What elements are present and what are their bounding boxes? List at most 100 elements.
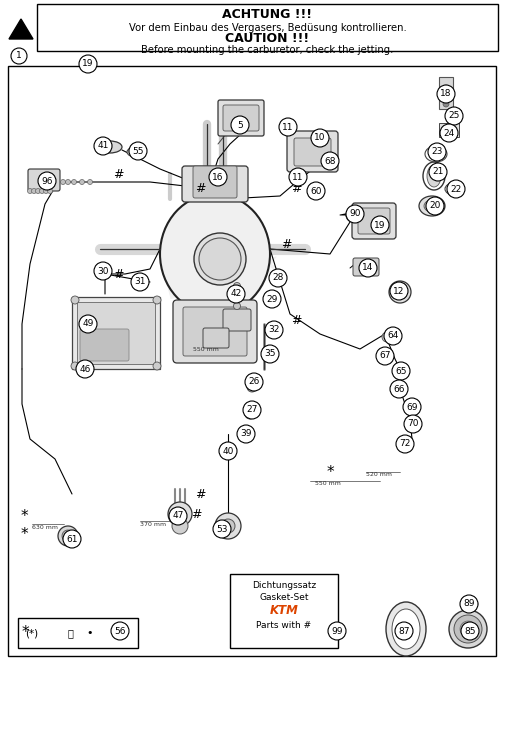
Circle shape: [382, 332, 392, 342]
Circle shape: [263, 290, 281, 308]
Ellipse shape: [160, 194, 270, 314]
Circle shape: [426, 197, 444, 215]
Circle shape: [269, 269, 287, 287]
FancyBboxPatch shape: [80, 329, 129, 361]
Text: 23: 23: [431, 147, 443, 156]
Ellipse shape: [62, 530, 74, 542]
Text: 64: 64: [387, 332, 398, 341]
Circle shape: [71, 362, 79, 370]
FancyBboxPatch shape: [18, 618, 138, 648]
Circle shape: [447, 180, 465, 198]
Circle shape: [321, 152, 339, 170]
FancyBboxPatch shape: [439, 77, 453, 109]
Text: 85: 85: [464, 626, 476, 635]
Text: (*): (*): [25, 628, 38, 638]
Text: 87: 87: [398, 626, 410, 635]
FancyBboxPatch shape: [353, 258, 379, 276]
Circle shape: [404, 415, 422, 433]
Text: 96: 96: [41, 176, 53, 185]
Circle shape: [346, 208, 360, 222]
Text: #: #: [291, 182, 301, 196]
FancyBboxPatch shape: [218, 100, 264, 136]
Text: #: #: [291, 313, 301, 327]
Circle shape: [233, 303, 240, 310]
Circle shape: [429, 163, 447, 181]
Circle shape: [396, 435, 414, 453]
Circle shape: [393, 367, 403, 377]
Text: 26: 26: [248, 377, 260, 386]
Ellipse shape: [194, 233, 246, 285]
Text: 72: 72: [399, 440, 411, 449]
Circle shape: [378, 351, 388, 361]
Circle shape: [111, 622, 129, 640]
FancyBboxPatch shape: [230, 574, 338, 648]
Text: 89: 89: [463, 600, 475, 609]
Circle shape: [153, 362, 161, 370]
Text: ACHTUNG !!!: ACHTUNG !!!: [223, 8, 313, 22]
Circle shape: [213, 520, 231, 538]
Circle shape: [443, 85, 449, 91]
FancyBboxPatch shape: [439, 123, 459, 137]
Text: 370 mm: 370 mm: [140, 522, 166, 527]
Text: 70: 70: [407, 420, 419, 429]
Text: 520 mm: 520 mm: [366, 472, 392, 477]
Ellipse shape: [215, 513, 241, 539]
Text: Before mounting the carburetor, check the jetting.: Before mounting the carburetor, check th…: [141, 45, 394, 55]
Ellipse shape: [386, 602, 426, 656]
Text: 11: 11: [282, 123, 294, 132]
Circle shape: [38, 172, 56, 190]
Text: 69: 69: [406, 403, 418, 411]
Circle shape: [47, 188, 53, 193]
Ellipse shape: [168, 502, 192, 526]
FancyBboxPatch shape: [223, 105, 259, 131]
Text: #: #: [113, 167, 123, 181]
Circle shape: [445, 107, 463, 125]
Circle shape: [245, 409, 255, 419]
FancyBboxPatch shape: [203, 328, 229, 348]
Circle shape: [39, 188, 44, 193]
Text: #: #: [281, 237, 291, 251]
Text: 47: 47: [172, 512, 184, 521]
Text: 49: 49: [82, 319, 94, 329]
Text: Dichtungssatz: Dichtungssatz: [252, 582, 316, 591]
Text: Gasket-Set: Gasket-Set: [259, 594, 309, 603]
Text: *: *: [20, 508, 28, 524]
Text: 60: 60: [310, 187, 322, 196]
Text: 14: 14: [362, 263, 374, 272]
Text: #: #: [195, 182, 205, 196]
Circle shape: [359, 259, 377, 277]
Circle shape: [71, 296, 79, 304]
Text: 12: 12: [393, 286, 405, 295]
Text: 21: 21: [432, 167, 444, 176]
Circle shape: [79, 179, 84, 185]
Ellipse shape: [392, 609, 420, 649]
Circle shape: [245, 373, 263, 391]
FancyBboxPatch shape: [287, 131, 338, 172]
Circle shape: [247, 382, 257, 392]
Text: 18: 18: [440, 89, 452, 98]
Ellipse shape: [172, 518, 188, 534]
Circle shape: [428, 143, 446, 161]
Circle shape: [63, 530, 81, 548]
Circle shape: [219, 442, 237, 460]
Text: 66: 66: [393, 385, 405, 394]
Ellipse shape: [460, 621, 476, 637]
Text: 22: 22: [450, 185, 462, 193]
Circle shape: [66, 179, 71, 185]
Circle shape: [289, 168, 307, 186]
Ellipse shape: [419, 196, 445, 216]
Ellipse shape: [58, 526, 78, 546]
Circle shape: [395, 622, 413, 640]
Circle shape: [460, 595, 478, 613]
Text: 630 mm: 630 mm: [32, 525, 58, 530]
Text: *: *: [326, 464, 334, 479]
Circle shape: [392, 385, 402, 395]
Text: 61: 61: [66, 534, 78, 544]
Text: 28: 28: [272, 274, 284, 283]
Text: 40: 40: [222, 446, 234, 455]
Circle shape: [227, 285, 245, 303]
Circle shape: [403, 398, 421, 416]
Text: 39: 39: [240, 429, 252, 438]
Circle shape: [279, 118, 297, 136]
Circle shape: [243, 401, 261, 419]
